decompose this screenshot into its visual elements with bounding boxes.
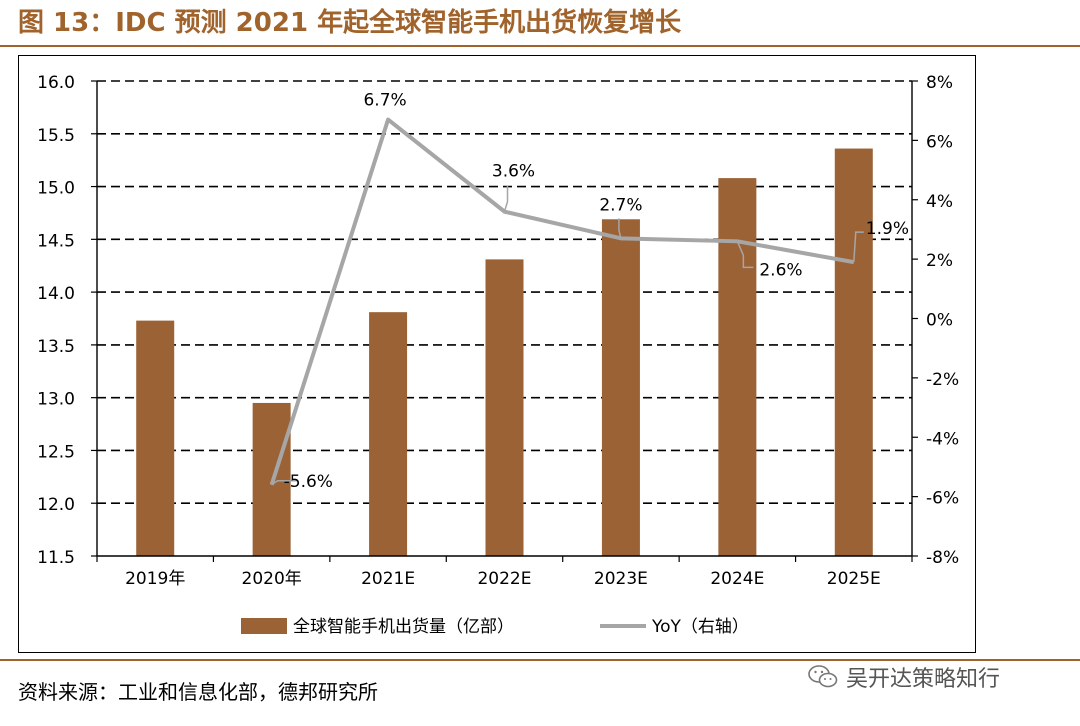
y-left-tick-label: 13.5 — [37, 337, 75, 357]
footer-divider — [0, 659, 1080, 661]
x-tick-label: 2023E — [594, 569, 648, 589]
figure-title: 图 13：IDC 预测 2021 年起全球智能手机出货恢复增长 — [18, 8, 682, 38]
y-left-tick-label: 14.5 — [37, 231, 75, 251]
y-left-tick-label: 15.5 — [37, 126, 75, 146]
yoy-data-label: 6.7% — [363, 91, 406, 111]
axes: 11.5 12.0 12.5 13.0 13.5 14.0 14.5 15.0 15.5 16.0… — [37, 73, 959, 589]
brand-name: 吴开达策略知行 — [846, 667, 1001, 692]
brand-watermark: 吴开达策略知行 — [808, 662, 1000, 692]
x-tick-label: 2021E — [361, 569, 415, 589]
y-right-tick-label: 6% — [926, 132, 953, 152]
y-right-tick-label: -6% — [926, 489, 959, 509]
y-right-tick-label: -8% — [926, 548, 959, 568]
x-tick-label: 2019年 — [125, 569, 185, 589]
y-left-tick-label: 13.0 — [37, 390, 75, 410]
y-left-tick-label: 12.5 — [37, 442, 75, 462]
x-tick-label: 2024E — [710, 569, 764, 589]
y-right-tick-label: -4% — [926, 429, 959, 449]
yoy-data-label: 1.9% — [866, 219, 909, 239]
data-labels: -5.6% 6.7% 3.6% 2.7% 2.6% 1.9% — [271, 91, 909, 492]
legend: 全球智能手机出货量（亿部） YoY（右轴） — [241, 617, 749, 637]
y-right-tick-label: 8% — [926, 73, 953, 93]
legend-line-label: YoY（右轴） — [651, 617, 749, 637]
yoy-data-label: 2.6% — [759, 260, 802, 280]
y-right-tick-label: 0% — [926, 311, 953, 331]
legend-bar-swatch — [241, 618, 287, 634]
legend-bar-label: 全球智能手机出货量（亿部） — [293, 617, 514, 637]
y-left-tick-label: 14.0 — [37, 284, 75, 304]
y-right-tick-label: 4% — [926, 192, 953, 212]
yoy-line-series — [269, 117, 855, 486]
x-tick-label: 2025E — [827, 569, 881, 589]
bar — [718, 178, 757, 556]
yoy-line — [269, 117, 855, 486]
y-left-tick-label: 11.5 — [37, 548, 75, 568]
leader-line — [736, 241, 754, 269]
leader-line — [853, 231, 864, 263]
bar — [485, 259, 524, 556]
source-note: 资料来源：工业和信息化部，德邦研究所 — [18, 680, 378, 704]
bar-series — [136, 148, 873, 557]
leader-line — [503, 185, 509, 212]
yoy-data-label: 3.6% — [492, 162, 535, 182]
y-right-tick-label: 2% — [926, 251, 953, 271]
y-right-tick-label: -2% — [926, 370, 959, 390]
leader-line — [618, 218, 622, 239]
y-left-tick-label: 15.0 — [37, 179, 75, 199]
bar — [834, 148, 873, 557]
y-left-tick-label: 12.0 — [37, 495, 75, 515]
chart-frame — [18, 55, 976, 653]
yoy-data-label: 2.7% — [599, 195, 642, 215]
wechat-icon — [808, 665, 838, 688]
x-tick-label: 2020年 — [242, 569, 302, 589]
y-left-tick-label: 16.0 — [37, 73, 75, 93]
bar — [601, 219, 640, 556]
yoy-data-label: -5.6% — [284, 472, 333, 492]
bar — [369, 312, 408, 556]
leader-line — [271, 480, 298, 486]
x-tick-label: 2022E — [477, 569, 531, 589]
bar — [136, 320, 175, 556]
title-divider — [0, 45, 1080, 47]
